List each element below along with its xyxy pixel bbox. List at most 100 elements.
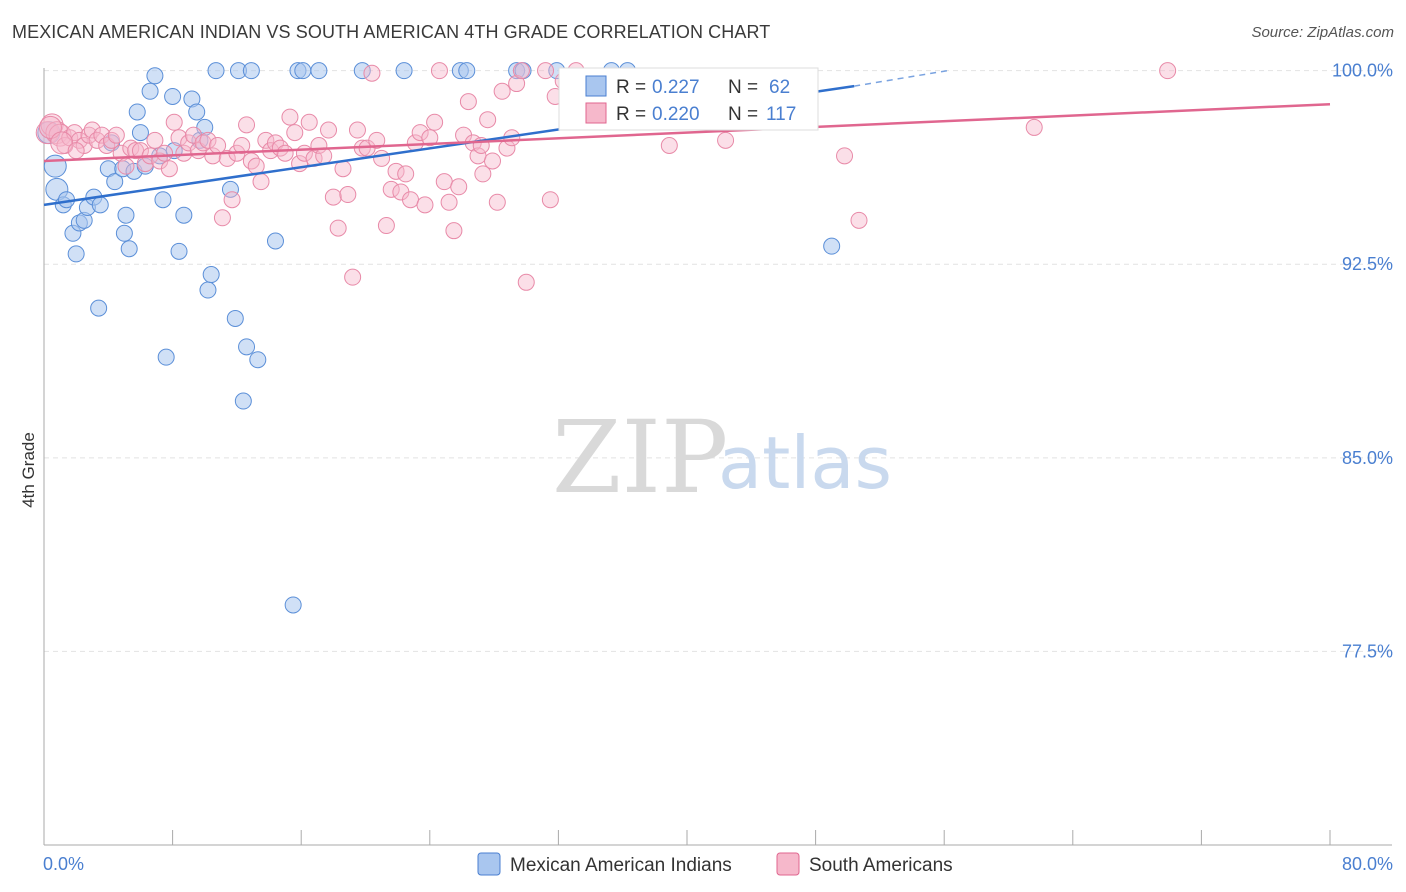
- point-south-americans-33: [194, 134, 212, 152]
- point-south-americans-115: [67, 142, 85, 160]
- x-tick-label-max: 80.0%: [1342, 854, 1393, 874]
- point-mexican-american-indians-37: [199, 281, 217, 299]
- point-mexican-american-indians-41: [226, 309, 244, 327]
- bottom-legend-label-blue: Mexican American Indians: [510, 855, 732, 876]
- point-south-americans-50: [276, 144, 294, 162]
- point-mexican-american-indians-15: [106, 173, 124, 191]
- point-south-americans-46: [257, 131, 275, 149]
- point-south-americans-28: [170, 129, 188, 147]
- legend-top: R = 0.227 N = 62 R = 0.220 N = 117: [558, 67, 819, 131]
- point-south-americans-94: [488, 193, 506, 211]
- legend-n-value-1: 62: [769, 77, 790, 98]
- y-axis-label: 4th Grade: [19, 432, 38, 508]
- series-south-americans: [35, 62, 1177, 291]
- point-mexican-american-indians-17: [115, 224, 133, 242]
- point-south-americans-17: [117, 157, 135, 175]
- point-mexican-american-indians-50: [294, 62, 312, 80]
- point-south-americans-10: [83, 121, 101, 139]
- watermark: ZIP atlas: [552, 399, 892, 516]
- point-mexican-american-indians-45: [242, 62, 260, 80]
- point-mexican-american-indians-34: [188, 103, 206, 121]
- point-south-americans-95: [493, 82, 511, 100]
- point-mexican-american-indians-27: [154, 191, 172, 209]
- point-mexican-american-indians-24: [141, 82, 159, 100]
- point-south-americans-99: [512, 62, 530, 80]
- legend-n-label-2: N =: [728, 104, 758, 125]
- point-south-americans-39: [223, 191, 241, 209]
- point-mexican-american-indians-18: [117, 206, 135, 224]
- point-mexican-american-indians-32: [175, 206, 193, 224]
- point-south-americans-8: [75, 137, 93, 155]
- bottom-legend-swatch-blue: [477, 852, 501, 876]
- point-south-americans-55: [300, 113, 318, 131]
- point-south-americans-9: [80, 126, 98, 144]
- point-south-americans-78: [411, 124, 429, 142]
- watermark-zip: ZIP: [552, 399, 728, 516]
- point-mexican-american-indians-46: [249, 351, 267, 369]
- point-mexican-american-indians-43: [234, 392, 252, 410]
- point-mexican-american-indians-31: [170, 242, 188, 260]
- point-mexican-american-indians-19: [120, 240, 138, 258]
- bottom-legend-label-pink: South Americans: [809, 855, 953, 876]
- point-south-americans-100: [517, 273, 535, 291]
- point-south-americans-73: [387, 162, 405, 180]
- point-south-americans-75: [397, 165, 415, 183]
- point-south-americans-91: [474, 165, 492, 183]
- point-south-americans-85: [445, 222, 463, 240]
- legend-r-value-2: 0.220: [652, 104, 700, 125]
- legend-r-label-1: R =: [616, 77, 646, 98]
- point-mexican-american-indians-51: [310, 62, 328, 80]
- y-tick-labels: 77.5% 85.0% 92.5% 100.0%: [1332, 61, 1393, 662]
- point-south-americans-83: [435, 173, 453, 191]
- point-south-americans-88: [459, 93, 477, 111]
- y-tick-label-1: 85.0%: [1342, 448, 1393, 468]
- legend-r-value-1: 0.227: [652, 77, 700, 98]
- point-mexican-american-indians-52: [353, 62, 371, 80]
- point-mexican-american-indians-55: [458, 62, 476, 80]
- point-south-americans-42: [238, 116, 256, 134]
- legend-n-value-2: 117: [766, 104, 796, 125]
- point-south-americans-68: [363, 64, 381, 82]
- point-south-americans-76: [402, 191, 420, 209]
- point-mexican-american-indians-44: [238, 338, 256, 356]
- point-south-americans-72: [382, 180, 400, 198]
- point-south-americans-81: [426, 113, 444, 131]
- point-mexican-american-indians-38: [202, 266, 220, 284]
- point-south-americans-65: [348, 121, 366, 139]
- point-south-americans-58: [315, 147, 333, 165]
- y-tick-label-3: 100.0%: [1332, 61, 1393, 81]
- point-south-americans-79: [416, 196, 434, 214]
- point-mexican-american-indians-22: [131, 124, 149, 142]
- point-mexican-american-indians-11: [90, 299, 108, 317]
- point-south-americans-3: [48, 123, 72, 147]
- point-south-americans-92: [479, 111, 497, 129]
- y-tick-label-0: 77.5%: [1342, 641, 1393, 661]
- point-mexican-american-indians-12: [91, 196, 109, 214]
- x-tick-label-min: 0.0%: [43, 854, 84, 874]
- point-south-americans-110: [850, 211, 868, 229]
- point-south-americans-108: [717, 131, 735, 149]
- point-south-americans-70: [373, 149, 391, 167]
- bottom-legend-swatch-pink: [776, 852, 800, 876]
- point-south-americans-25: [156, 144, 174, 162]
- legend-r-label-2: R =: [616, 104, 646, 125]
- point-south-americans-15: [107, 126, 125, 144]
- point-mexican-american-indians-6: [67, 245, 85, 263]
- point-south-americans-69: [368, 131, 386, 149]
- point-mexican-american-indians-48: [284, 596, 302, 614]
- point-mexican-american-indians-61: [823, 237, 841, 255]
- trend-line-south-americans: [43, 102, 1331, 163]
- point-south-americans-64: [344, 268, 362, 286]
- trend-line-mexican-american-indians-extension: [854, 69, 948, 87]
- y-tick-label-2: 92.5%: [1342, 254, 1393, 274]
- point-mexican-american-indians-21: [128, 103, 146, 121]
- point-mexican-american-indians-39: [207, 62, 225, 80]
- point-south-americans-109: [836, 147, 854, 165]
- point-south-americans-14: [103, 131, 121, 149]
- point-south-americans-101: [537, 62, 555, 80]
- point-mexican-american-indians-1: [43, 154, 67, 178]
- point-south-americans-51: [281, 108, 299, 126]
- point-south-americans-98: [508, 75, 526, 93]
- point-south-americans-12: [93, 126, 111, 144]
- point-south-americans-102: [541, 191, 559, 209]
